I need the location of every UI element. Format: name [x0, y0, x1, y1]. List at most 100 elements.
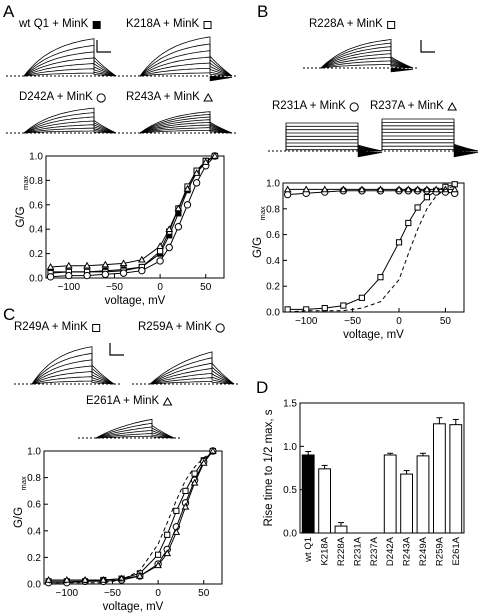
series-line-0 — [287, 183, 455, 310]
y-tick-label: 0.8 — [266, 204, 280, 215]
data-point — [320, 185, 329, 193]
trace-family — [268, 122, 388, 158]
current-trace — [149, 362, 235, 385]
data-point — [62, 576, 71, 583]
data-point — [283, 185, 292, 193]
x-tick-label: 50 — [440, 316, 452, 327]
legend-marker-open-circle — [215, 323, 225, 333]
series-line-0 — [50, 155, 216, 273]
scale-bar — [96, 40, 111, 53]
x-axis-label: voltage, mV — [343, 329, 404, 341]
legend-marker-open-circle — [349, 102, 359, 112]
current-trace — [320, 46, 414, 69]
data-point — [376, 185, 385, 193]
trace-label-d242a: D242A + MinK — [19, 91, 93, 103]
data-point — [101, 270, 110, 279]
data-point — [137, 255, 146, 263]
data-point — [173, 507, 180, 514]
x-tick-label: −100 — [295, 316, 318, 327]
data-point — [404, 185, 413, 193]
data-point — [101, 260, 110, 268]
current-trace — [320, 49, 414, 69]
current-trace — [31, 352, 115, 385]
x-tick-label: 50 — [200, 282, 212, 293]
panel-letter-d: D — [256, 378, 268, 397]
panel-letter-c: C — [3, 305, 15, 324]
data-point — [117, 574, 126, 582]
current-trace — [31, 371, 115, 385]
data-point — [201, 158, 210, 165]
trace-family — [6, 38, 122, 77]
data-point — [46, 263, 55, 270]
data-point — [183, 201, 192, 209]
y-tick-label: 1.0 — [283, 442, 297, 453]
trace-family — [132, 351, 240, 385]
data-point — [99, 576, 108, 583]
current-trace — [23, 68, 117, 77]
current-trace — [139, 56, 233, 77]
bar-d242a — [383, 454, 397, 534]
data-point — [321, 305, 328, 312]
current-trace — [139, 36, 233, 77]
y-tick-label: 1.0 — [27, 447, 41, 458]
category-label: K218A — [320, 536, 331, 565]
trace-family — [14, 346, 120, 385]
series-line-3 — [50, 155, 216, 268]
y-tick-label: 0.8 — [29, 176, 43, 187]
y-tick-label: 0.6 — [27, 500, 41, 511]
data-point — [181, 502, 190, 510]
data-point — [46, 273, 55, 281]
y-tick-label: 0.0 — [27, 580, 41, 591]
data-point — [302, 185, 311, 193]
trace-label-r249a: R249A + MinK — [14, 321, 88, 333]
current-trace — [31, 359, 115, 385]
tail-current — [209, 75, 233, 82]
data-point — [156, 257, 164, 265]
category-label: R249A — [418, 536, 429, 566]
current-trace — [23, 127, 117, 134]
data-point — [339, 185, 348, 193]
bar-k218a — [318, 468, 332, 534]
data-point — [377, 274, 384, 281]
current-trace — [23, 124, 117, 134]
current-trace — [23, 51, 117, 77]
current-trace — [320, 63, 414, 69]
y-tick-label: 0.0 — [283, 529, 297, 540]
y-axis-label: G/G — [13, 507, 25, 528]
data-point — [182, 487, 189, 494]
x-tick-label: −50 — [106, 282, 123, 293]
current-trace — [31, 346, 115, 385]
category-label: D242A — [385, 536, 396, 566]
y-tick-label: 1.0 — [29, 152, 43, 163]
current-trace — [23, 44, 117, 77]
current-trace — [139, 72, 233, 77]
y-tick-label: 0.8 — [27, 473, 41, 484]
legend-marker-open-square — [203, 21, 212, 29]
x-tick-label: −100 — [58, 282, 81, 293]
y-tick-label: 0.0 — [29, 274, 43, 285]
current-trace — [139, 67, 233, 77]
data-point — [174, 223, 183, 231]
current-trace — [95, 433, 175, 439]
bar-r249a — [416, 455, 430, 534]
current-trace — [95, 429, 175, 439]
current-trace — [139, 43, 233, 77]
current-trace — [285, 122, 383, 152]
current-trace — [23, 63, 117, 77]
current-trace — [320, 60, 414, 69]
gv-chart-D: 0.0 0.5 1.0 1.5 Rise time to 1/2 max, s wt Q1… — [263, 399, 465, 566]
current-trace — [139, 111, 233, 134]
current-trace — [23, 120, 117, 134]
plot-frame — [299, 402, 465, 534]
current-trace — [149, 351, 235, 385]
current-trace — [23, 38, 117, 77]
x-axis-label: voltage, mV — [105, 295, 166, 307]
y-tick-label: 0.6 — [29, 200, 43, 211]
y-axis-label: G/G — [15, 206, 27, 227]
series-line-2 — [48, 450, 214, 581]
data-point — [450, 185, 459, 193]
y-tick-label: 0.0 — [266, 308, 280, 319]
current-trace — [139, 119, 233, 134]
plot-frame — [43, 450, 223, 585]
current-trace — [23, 107, 117, 134]
